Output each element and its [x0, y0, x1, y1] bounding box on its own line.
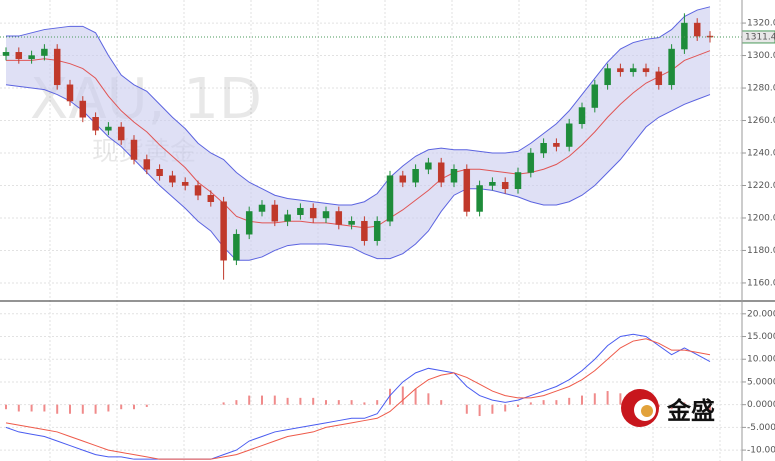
last-price-label: 1311.44	[745, 32, 775, 42]
candle-body	[578, 107, 586, 125]
candle-body	[117, 126, 125, 141]
candle-body	[143, 159, 151, 170]
macd-line	[5, 333, 711, 460]
candle-body	[386, 175, 394, 222]
candle-body	[169, 175, 176, 183]
candle-body	[207, 194, 215, 202]
y-tick-label: 1280.00	[747, 84, 775, 94]
candle-body	[2, 52, 10, 56]
candle-body	[425, 162, 432, 170]
candle-body	[693, 22, 701, 37]
y-tick-label: 1300.00	[747, 51, 775, 61]
candle-body	[309, 207, 317, 219]
candle-body	[399, 175, 407, 183]
candle-body	[629, 68, 637, 73]
logo-mark-dot	[641, 405, 653, 417]
candle-body	[79, 100, 87, 118]
candle-body	[105, 126, 112, 131]
y-tick-label: 1240.00	[747, 149, 775, 159]
candle-body	[617, 68, 624, 73]
candle-body	[322, 211, 330, 219]
y-tick-label: 1180.00	[747, 246, 775, 256]
candle-body	[540, 143, 547, 154]
logo: 金盛	[621, 389, 715, 427]
candle-body	[501, 181, 509, 189]
candle-body	[412, 168, 419, 183]
candle-body	[245, 211, 253, 235]
candle-body	[489, 181, 496, 186]
candle-body	[233, 233, 240, 261]
candle-body	[271, 204, 279, 222]
band-lower	[5, 84, 711, 261]
candle-body	[463, 168, 471, 212]
y-tick-label: 1260.00	[747, 116, 775, 126]
candle-body	[642, 68, 650, 73]
candle-body	[258, 204, 266, 212]
candle-body	[348, 220, 355, 225]
candle-body	[335, 211, 343, 225]
candle-body	[553, 143, 560, 147]
candle-body	[604, 68, 611, 86]
candle-body	[706, 35, 714, 38]
macd-line	[5, 338, 711, 460]
y-tick-label: 1200.00	[747, 213, 775, 223]
logo-text: 金盛	[666, 397, 715, 425]
candle-body	[181, 181, 189, 186]
candle-body	[437, 162, 445, 183]
candle-body	[194, 185, 202, 196]
candle-body	[450, 168, 458, 183]
candle-body	[527, 152, 535, 173]
candle-body	[66, 84, 74, 102]
candle-body	[28, 55, 35, 60]
axes: 1160.00 1180.00 1200.00 1220.00 1240.00 1260.…	[741, 19, 775, 456]
candle-body	[565, 123, 573, 147]
candle-body	[284, 214, 291, 222]
candle-body	[130, 139, 138, 160]
price-panel	[0, 6, 742, 280]
y-tick-label: 1220.00	[747, 181, 775, 191]
candle-body	[41, 48, 48, 56]
candle-body	[156, 168, 163, 176]
candle-body	[373, 220, 381, 241]
candle-body	[361, 220, 368, 241]
candle-body	[53, 48, 61, 86]
band-upper	[6, 6, 711, 206]
candle-body	[668, 48, 675, 86]
candle-body	[655, 71, 663, 86]
candle-body	[15, 52, 23, 60]
candle-body	[92, 117, 99, 131]
candle-body	[220, 201, 227, 261]
candle-body	[476, 185, 483, 212]
y-tick-label: 1320.00	[747, 19, 775, 29]
band-fill	[6, 6, 710, 261]
candle-body	[297, 207, 304, 215]
candle-body	[681, 22, 688, 50]
candle-body	[591, 84, 599, 108]
candle-body	[514, 172, 522, 189]
band-middle	[6, 50, 711, 229]
y-tick-label: 1160.00	[747, 278, 775, 288]
